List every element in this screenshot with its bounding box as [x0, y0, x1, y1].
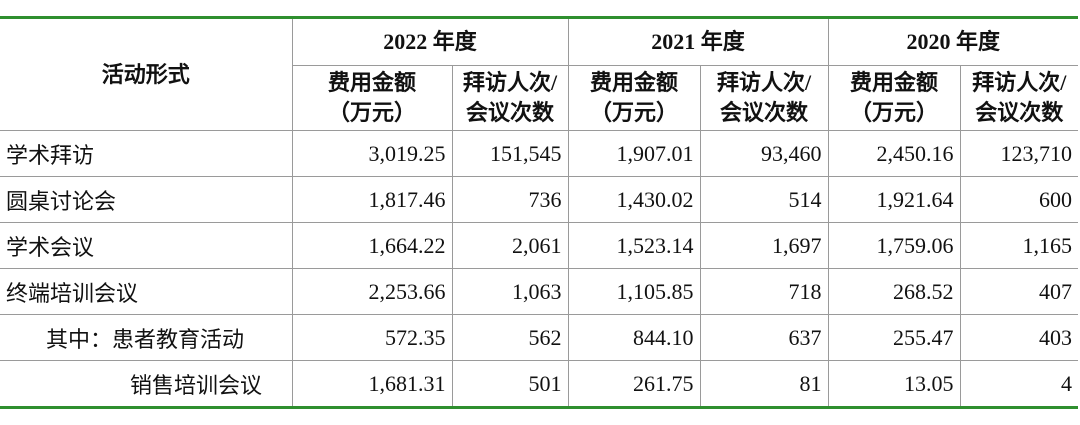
- data-row: 销售培训会议 1,681.31 501 261.75 81 13.05 4: [0, 360, 1079, 408]
- cell-value: 123,710: [959, 130, 1079, 177]
- data-row: 学术会议 1,664.22 2,061 1,523.14 1,697 1,759.06 1,…: [0, 222, 1079, 269]
- column-header-line: 会议次数: [720, 100, 809, 125]
- cell-value: 572.35: [291, 314, 453, 361]
- cell-value: 1,523.14: [567, 222, 701, 269]
- column-header: 费用金额 （万元）: [292, 65, 453, 131]
- cell-value: 407: [959, 268, 1079, 315]
- cell-value: 1,697: [699, 222, 829, 269]
- cell-value: 261.75: [567, 360, 701, 408]
- cell-value: 1,165: [959, 222, 1079, 269]
- column-header: 拜访人次/会议次数: [959, 65, 1079, 131]
- cell-value: 1,063: [451, 268, 569, 315]
- expense-table: 活动形式 2022 年度 2021 年度 2020 年度 费用金额 （万元） 拜访人…: [0, 16, 1079, 409]
- column-header-line: 费用金额: [327, 70, 416, 95]
- subheader-row: 费用金额 （万元） 拜访人次/会议次数 费用金额 （万元） 拜访人次/会议次数 费用金额 （万…: [0, 65, 1079, 131]
- column-header-line: 拜访人次/: [462, 70, 558, 95]
- year-header: 2022 年度: [291, 17, 569, 66]
- cell-value: 81: [699, 360, 829, 408]
- cell-value: 1,907.01: [567, 130, 701, 177]
- header-row: 活动形式 2022 年度 2021 年度 2020 年度: [0, 17, 1079, 131]
- cell-value: 2,450.16: [827, 130, 961, 177]
- cell-value: 736: [451, 176, 569, 223]
- data-row: 其中：患者教育活动 572.35 562 844.10 637 255.47 403: [0, 314, 1079, 361]
- column-header-line: 会议次数: [975, 100, 1064, 125]
- column-header: 拜访人次/会议次数: [451, 65, 569, 131]
- column-header: 费用金额 （万元）: [567, 65, 701, 131]
- cell-value: 1,759.06: [827, 222, 961, 269]
- cell-value: 3,019.25: [291, 130, 453, 177]
- cell-value: 1,817.46: [291, 176, 453, 223]
- cell-value: 4: [959, 360, 1079, 408]
- column-header-line: 费用金额: [850, 70, 939, 95]
- column-header-line: 拜访人次/: [972, 70, 1067, 95]
- column-header-line: 费用金额: [590, 70, 679, 95]
- row-label: 圆桌讨论会: [0, 176, 293, 223]
- column-header-line: （万元）: [327, 100, 416, 125]
- row-label: 学术拜访: [0, 130, 293, 177]
- year-header: 2020 年度: [827, 17, 1079, 66]
- data-row: 终端培训会议 2,253.66 1,063 1,105.85 718 268.52 407: [0, 268, 1079, 315]
- cell-value: 637: [699, 314, 829, 361]
- cell-value: 844.10: [567, 314, 701, 361]
- cell-value: 514: [699, 176, 829, 223]
- row-label: 终端培训会议: [0, 268, 293, 315]
- column-header-line: 拜访人次/: [716, 70, 812, 95]
- cell-value: 151,545: [451, 130, 569, 177]
- cell-value: 2,061: [451, 222, 569, 269]
- column-header-line: （万元）: [590, 100, 679, 125]
- cell-value: 1,921.64: [827, 176, 961, 223]
- activity-header: 活动形式: [0, 17, 293, 131]
- cell-value: 600: [959, 176, 1079, 223]
- cell-value: 562: [451, 314, 569, 361]
- year-header: 2021 年度: [567, 17, 829, 66]
- column-header-line: （万元）: [850, 100, 939, 125]
- column-header: 费用金额 （万元）: [827, 65, 961, 131]
- data-row: 圆桌讨论会 1,817.46 736 1,430.02 514 1,921.64 600: [0, 176, 1079, 223]
- cell-value: 1,430.02: [567, 176, 701, 223]
- cell-value: 268.52: [827, 268, 961, 315]
- cell-value: 255.47: [827, 314, 961, 361]
- row-label: 其中：患者教育活动: [0, 314, 293, 361]
- cell-value: 1,681.31: [291, 360, 453, 408]
- row-label: 学术会议: [0, 222, 293, 269]
- cell-value: 93,460: [699, 130, 829, 177]
- cell-value: 403: [959, 314, 1079, 361]
- row-label: 销售培训会议: [0, 360, 293, 408]
- table-body: 学术拜访 3,019.25 151,545 1,907.01 93,460 2,450.1…: [0, 130, 1079, 408]
- cell-value: 2,253.66: [291, 268, 453, 315]
- cell-value: 1,105.85: [567, 268, 701, 315]
- data-row: 学术拜访 3,019.25 151,545 1,907.01 93,460 2,450.1…: [0, 130, 1079, 177]
- cell-value: 1,664.22: [291, 222, 453, 269]
- column-header: 拜访人次/会议次数: [699, 65, 829, 131]
- cell-value: 13.05: [827, 360, 961, 408]
- cell-value: 718: [699, 268, 829, 315]
- cell-value: 501: [451, 360, 569, 408]
- column-header-line: 会议次数: [466, 100, 555, 125]
